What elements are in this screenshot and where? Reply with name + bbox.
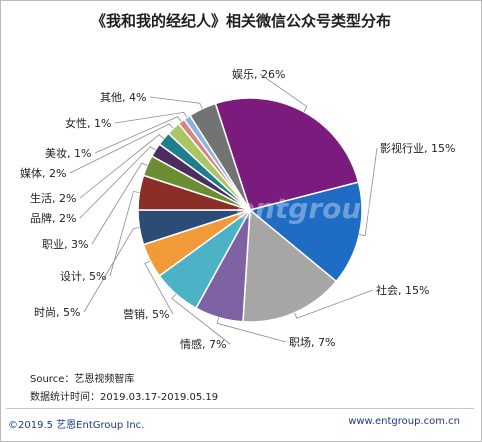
slice-label-美妆: 美妆, 1% [45, 147, 91, 160]
leader-line-营销 [144, 260, 174, 315]
slice-label-设计: 设计, 5% [60, 270, 106, 283]
leader-line-设计 [109, 191, 140, 277]
footer-divider [6, 408, 474, 409]
leader-line-生活 [79, 134, 164, 199]
slice-label-时尚: 时尚, 5% [34, 305, 80, 319]
data-period-text: 数据统计时间：2019.03.17-2019.05.19 [30, 392, 219, 403]
slice-label-媒体: 媒体, 2% [20, 166, 66, 180]
watermark-logo: entgroup [236, 192, 382, 225]
slice-label-女性: 女性, 1% [65, 116, 111, 130]
pie-slice-社会 [242, 208, 338, 323]
pie-slice-影视行业 [248, 181, 363, 283]
leader-line-品牌 [79, 146, 156, 219]
slice-label-职场: 职场, 7% [289, 335, 335, 349]
leader-line-情感 [171, 293, 231, 345]
leader-line-职业 [91, 162, 148, 245]
slice-label-品牌: 品牌, 2% [30, 211, 76, 225]
leader-line-其他 [149, 96, 203, 109]
leader-line-影视行业 [359, 147, 378, 237]
slice-label-娱乐: 娱乐, 26% [232, 67, 285, 81]
leader-line-职场 [216, 317, 287, 343]
slice-label-生活: 生活, 2% [30, 191, 76, 205]
source-text: Source：艺恩视频智库 [30, 374, 135, 385]
leader-line-美妆 [94, 116, 182, 154]
footer-copyright: ©2019.5 艺恩EntGroup Inc. [8, 420, 145, 431]
slice-label-社会: 社会, 15% [376, 283, 429, 297]
pie-slice-娱乐 [214, 97, 360, 211]
leader-line-时尚 [83, 227, 140, 313]
slice-label-其他: 其他, 4% [100, 91, 146, 104]
leader-line-女性 [114, 111, 188, 124]
chart-title: 《我和我的经纪人》相关微信公众号类型分布 [90, 12, 391, 30]
slice-label-情感: 情感, 7% [180, 338, 226, 351]
leader-line-媒体 [69, 123, 174, 174]
slice-label-影视行业: 影视行业, 15% [380, 141, 455, 155]
leader-line-社会 [294, 289, 374, 319]
slice-label-营销: 营销, 5% [123, 307, 169, 321]
footer-website: www.entgroup.com.cn [348, 416, 460, 427]
leader-line-娱乐 [259, 73, 308, 113]
slice-label-职业: 职业, 3% [42, 238, 88, 251]
